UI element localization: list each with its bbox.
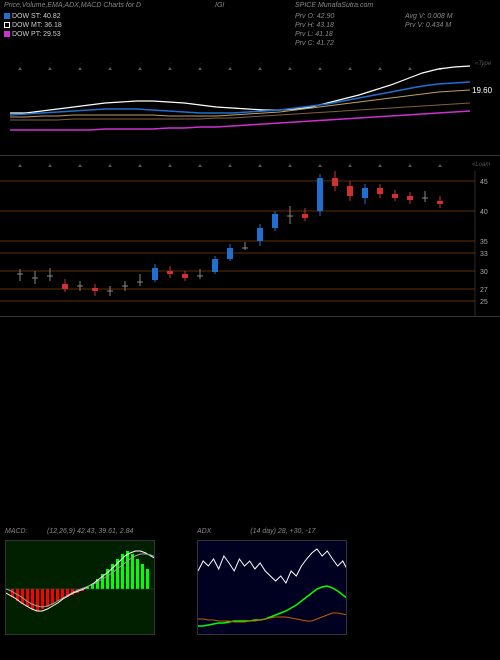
svg-text:45: 45 [480, 179, 488, 186]
adx-chart: ADX (14 day) 28, +30, -17 [197, 540, 347, 635]
svg-text:«Type: «Type [475, 61, 492, 67]
svg-text:·: · [350, 61, 352, 67]
candlestick-chart: «Loam 45 40 35 33 30 27 25 [0, 156, 500, 317]
svg-text:·: · [20, 61, 22, 67]
volume-stats: Avg V: 0.008 MPrv V: 0.434 M [405, 12, 453, 30]
svg-text:«Loam: «Loam [472, 162, 490, 168]
svg-text:·: · [410, 61, 412, 67]
svg-text:25: 25 [480, 299, 488, 306]
macd-chart: MACD: (12,26,9) 42.43, 39.61, 2.84 [5, 540, 155, 635]
svg-text:·: · [320, 61, 322, 67]
source-label: SPICE MunafaSutra.com [295, 2, 373, 9]
svg-text:·: · [260, 61, 262, 67]
svg-text:35: 35 [480, 239, 488, 246]
svg-text:19.60: 19.60 [472, 86, 493, 95]
prev-ohlc: Prv O: 42.90Prv H: 43.18Prv L: 41.18Prv … [295, 12, 334, 48]
ema-chart: · · · · · · · · · · · · · · · «Type 19.60 [0, 55, 500, 156]
chart-title: Price,Volume,EMA,ADX,MACD Charts for D [4, 2, 141, 9]
svg-text:·: · [200, 61, 202, 67]
macd-title: MACD: [5, 528, 28, 535]
svg-text:·: · [110, 61, 112, 67]
svg-text:33: 33 [480, 251, 488, 258]
legend: DOW ST: 40.82DOW MT: 36.18DOW PT: 29.53 [4, 12, 62, 39]
svg-text:30: 30 [480, 269, 488, 276]
svg-text:·: · [230, 61, 232, 67]
indicator-panels: MACD: (12,26,9) 42.43, 39.61, 2.84 ADX (… [0, 540, 500, 660]
header: Price,Volume,EMA,ADX,MACD Charts for D I… [0, 0, 500, 30]
svg-text:·: · [80, 61, 82, 67]
svg-text:·: · [380, 61, 382, 67]
macd-params: (12,26,9) 42.43, 39.61, 2.84 [47, 528, 133, 535]
adx-params: (14 day) 28, +30, -17 [250, 528, 315, 535]
svg-text:·: · [140, 61, 142, 67]
ticker-symbol: IGI [215, 2, 224, 9]
svg-text:40: 40 [480, 209, 488, 216]
svg-text:·: · [50, 61, 52, 67]
svg-text:·: · [440, 61, 442, 67]
adx-title: ADX [197, 528, 211, 535]
svg-text:27: 27 [480, 287, 488, 294]
svg-text:·: · [290, 61, 292, 67]
svg-text:·: · [170, 61, 172, 67]
